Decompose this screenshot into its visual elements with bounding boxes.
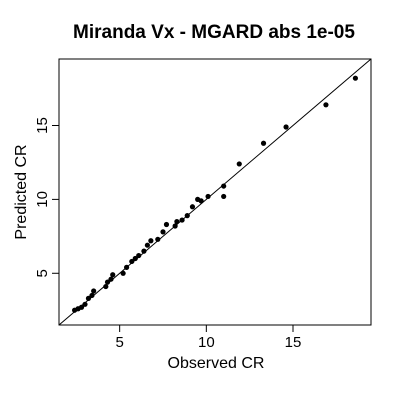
data-point xyxy=(174,218,180,225)
data-point xyxy=(132,255,138,262)
data-points xyxy=(72,75,358,313)
data-point xyxy=(141,248,147,254)
x-tick-label: 15 xyxy=(285,334,302,351)
y-axis: 5 10 15 xyxy=(34,117,59,277)
data-point xyxy=(172,223,178,229)
data-point xyxy=(236,161,242,167)
data-point xyxy=(129,258,135,265)
data-point xyxy=(352,75,358,81)
data-point xyxy=(155,236,161,242)
data-point xyxy=(184,213,190,219)
y-tick-label: 15 xyxy=(34,117,51,134)
x-tick-label: 10 xyxy=(198,334,215,351)
x-tick-label: 5 xyxy=(115,334,123,351)
x-axis: 5 10 15 xyxy=(115,325,301,351)
chart-title: Miranda Vx - MGARD abs 1e-05 xyxy=(73,22,355,43)
data-point xyxy=(323,102,329,108)
y-tick-label: 10 xyxy=(34,191,51,208)
data-point xyxy=(221,183,227,189)
data-point xyxy=(124,264,130,270)
data-point xyxy=(205,193,211,200)
data-point xyxy=(103,283,109,290)
y-tick-label: 5 xyxy=(34,269,51,277)
data-point xyxy=(82,301,88,307)
y-axis-label: Predicted CR xyxy=(13,144,30,239)
data-point xyxy=(91,288,97,294)
data-point xyxy=(136,252,142,259)
plot-frame xyxy=(58,58,372,326)
data-point xyxy=(78,304,85,310)
data-point xyxy=(110,272,116,278)
data-point xyxy=(104,279,111,285)
data-point xyxy=(189,204,196,210)
data-point xyxy=(85,295,92,301)
data-point xyxy=(163,221,170,228)
data-point xyxy=(198,198,204,204)
x-axis-label: Observed CR xyxy=(168,355,265,372)
data-point xyxy=(260,140,267,146)
data-point xyxy=(179,217,185,223)
data-point xyxy=(120,270,126,276)
data-point xyxy=(89,292,95,299)
data-point xyxy=(283,124,289,130)
data-point xyxy=(221,193,227,200)
data-point xyxy=(148,238,154,244)
data-point xyxy=(160,229,166,235)
data-point xyxy=(108,276,114,282)
data-point xyxy=(144,242,150,248)
